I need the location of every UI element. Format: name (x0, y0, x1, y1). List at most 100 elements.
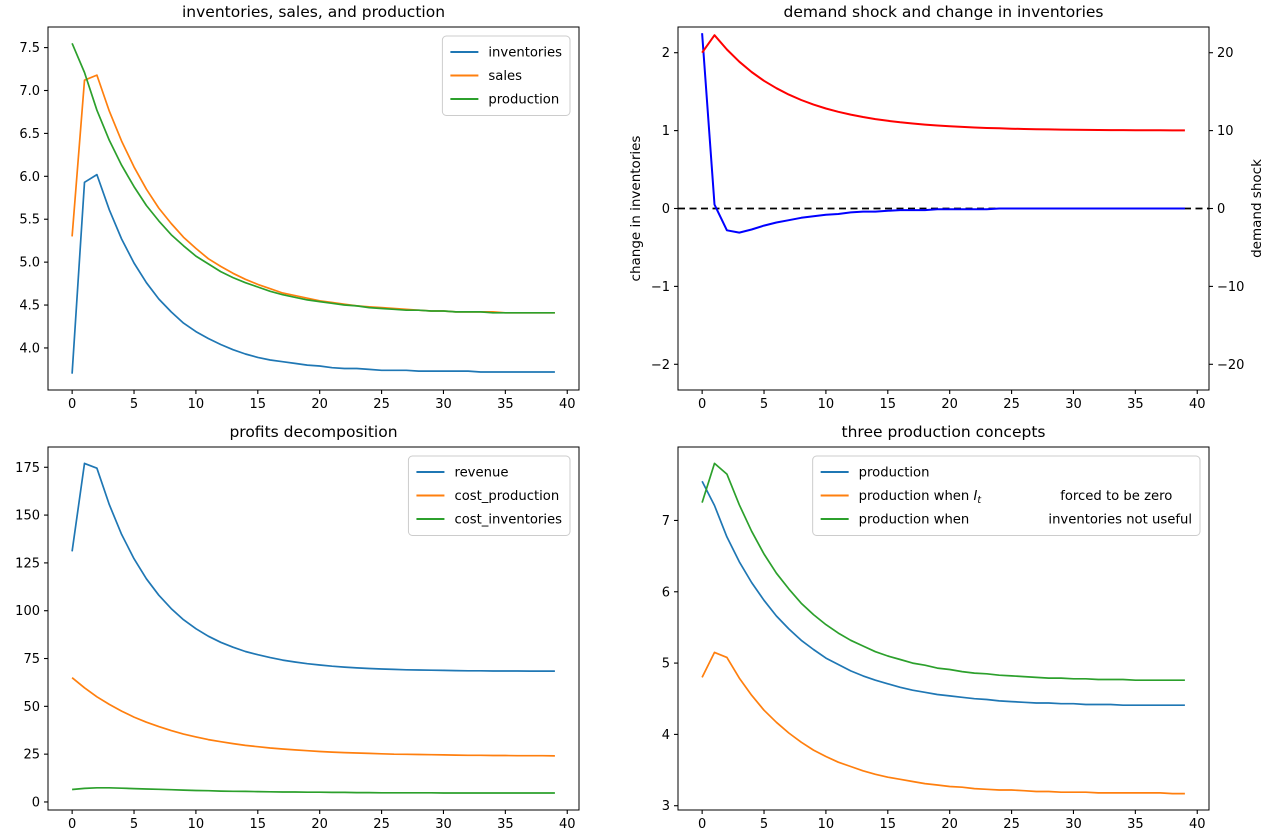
legend-item-label: revenue (454, 466, 508, 481)
subplot-inventories-sales-production: inventories, sales, and production 0 5 10 15… (19, 3, 580, 412)
y-tick-label: 50 (23, 700, 40, 715)
y-tick-label: 4.0 (19, 341, 40, 356)
right-y-tick-label: −20 (1217, 358, 1244, 373)
math-sub-t: t (977, 495, 982, 506)
x-tick-label: 40 (559, 817, 576, 832)
legend-box (812, 455, 1201, 536)
series-line-production (71, 42, 555, 314)
x-tick-label: 25 (373, 397, 390, 412)
x-tick-label: 15 (250, 397, 267, 412)
legend-item-label: production (488, 93, 559, 108)
x-tick-label: 15 (880, 817, 897, 832)
y-tick-label: 7.5 (19, 41, 40, 56)
y-tick-label: 7.0 (19, 84, 40, 99)
x-tick-label: 20 (941, 397, 958, 412)
y-tick-label: 25 (23, 748, 40, 763)
legend-item-label: production (859, 466, 930, 481)
x-tick-label: 0 (68, 817, 76, 832)
series-line-production-inventories-not-useful (701, 462, 1185, 682)
y-tick-label: 7 (662, 514, 670, 529)
legend-item-label: production when inventories not useful (859, 513, 1192, 528)
legend-item-label: sales (488, 69, 522, 84)
y-tick-label: 1 (662, 124, 670, 139)
series-line-cost_production (71, 677, 555, 757)
legend-item-label: inventories (488, 46, 562, 61)
x-tick-label: 5 (760, 817, 768, 832)
x-tick-label: 10 (818, 397, 835, 412)
x-tick-label: 20 (311, 817, 328, 832)
x-tick-label: 0 (698, 817, 706, 832)
subplot-title: profits decomposition (229, 423, 397, 441)
x-tick-label: 35 (497, 397, 514, 412)
series-line-change-in-inventories (701, 33, 1185, 234)
x-tick-label: 0 (698, 397, 706, 412)
x-tick-label: 5 (760, 397, 768, 412)
x-tick-label: 5 (130, 397, 138, 412)
x-tick-label: 30 (435, 817, 452, 832)
x-tick-label: 30 (435, 397, 452, 412)
legend: revenue cost_production cost_inventories (407, 455, 571, 536)
legend: inventories sales production (441, 35, 571, 116)
y-tick-label: 5.5 (19, 213, 40, 228)
y-tick-label: −1 (651, 280, 670, 295)
legend-box (407, 455, 571, 536)
x-tick-label: 35 (1127, 397, 1144, 412)
x-tick-label: 10 (818, 817, 835, 832)
x-tick-label: 10 (188, 397, 205, 412)
left-axis-label: change in inventories (628, 136, 644, 282)
legend-item-label: cost_production (454, 489, 559, 504)
series-line-production (701, 480, 1185, 707)
x-tick-label: 30 (1065, 817, 1082, 832)
series-line-production-inventories-forced-zero (701, 651, 1185, 795)
x-tick-label: 20 (311, 397, 328, 412)
x-tick-label: 20 (941, 817, 958, 832)
x-tick-label: 5 (130, 817, 138, 832)
x-tick-label: 35 (1127, 817, 1144, 832)
subplot-title: demand shock and change in inventories (784, 3, 1104, 21)
x-tick-label: 25 (373, 817, 390, 832)
y-tick-label: −2 (651, 358, 670, 373)
y-tick-label: 6 (662, 585, 670, 600)
y-tick-label: 3 (662, 799, 670, 814)
right-axis-label: demand shock (1249, 159, 1265, 258)
plot-area (677, 446, 1210, 811)
legend: production production when It forced to b… (812, 455, 1201, 536)
x-tick-label: 30 (1065, 397, 1082, 412)
y-tick-label: 100 (15, 604, 40, 619)
y-tick-label: 4 (662, 728, 670, 743)
legend-box (441, 35, 571, 116)
x-tick-label: 15 (250, 817, 267, 832)
series-line-inventories (71, 173, 555, 374)
math-italic-I: I (973, 489, 977, 504)
y-tick-label: 0 (662, 202, 670, 217)
plot-area (47, 26, 580, 391)
y-tick-label: 4.5 (19, 299, 40, 314)
right-y-tick-label: −10 (1217, 280, 1244, 295)
y-tick-label: 6.5 (19, 127, 40, 142)
x-tick-label: 35 (497, 817, 514, 832)
y-tick-label: 175 (15, 461, 40, 476)
right-y-tick-label: 20 (1217, 46, 1234, 61)
y-tick-label: 0 (32, 795, 40, 810)
x-tick-label: 0 (68, 397, 76, 412)
subplot-profits-decomposition: profits decomposition 0 5 10 15 20 25 30 35 40 0 25… (15, 423, 580, 832)
x-tick-label: 40 (1189, 817, 1206, 832)
y-tick-label: 150 (15, 509, 40, 524)
y-tick-label: 5 (662, 657, 670, 672)
y-tick-label: 5.0 (19, 256, 40, 271)
right-y-tick-label: 10 (1217, 124, 1234, 139)
legend-item-label: production when It forced to be zero (859, 489, 1173, 506)
subplot-title: three production concepts (842, 423, 1046, 441)
x-tick-label: 25 (1003, 817, 1020, 832)
y-tick-label: 125 (15, 556, 40, 571)
y-tick-label: 6.0 (19, 170, 40, 185)
series-line-cost_inventories (72, 786, 555, 794)
y-tick-label: 2 (662, 46, 670, 61)
x-tick-label: 40 (1189, 397, 1206, 412)
plot-area (47, 446, 580, 811)
y-tick-label: 75 (23, 652, 40, 667)
x-tick-label: 15 (880, 397, 897, 412)
series-line-revenue (71, 462, 555, 672)
